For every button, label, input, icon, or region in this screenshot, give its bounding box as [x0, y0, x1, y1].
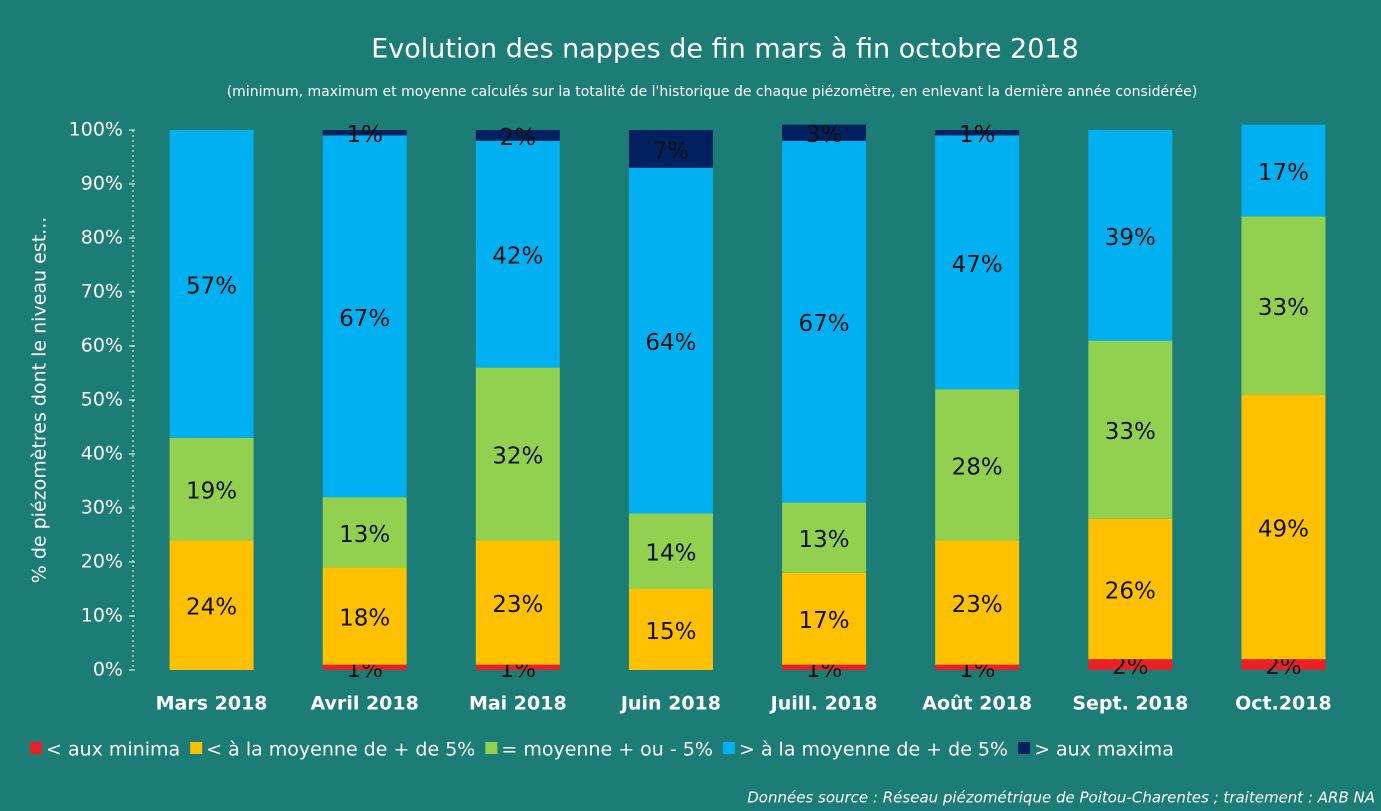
data-label: 42%: [492, 244, 543, 270]
data-label: 13%: [339, 522, 390, 548]
y-tick-label: 60%: [81, 335, 123, 357]
x-tick-label: Août 2018: [922, 693, 1032, 715]
x-tick-label: Juin 2018: [619, 693, 721, 715]
bar-segment: [935, 130, 1020, 136]
bar-segment: [935, 389, 1020, 541]
y-tick-label: 100%: [69, 119, 123, 141]
y-tick-label: 30%: [81, 497, 123, 519]
data-label: 32%: [492, 444, 543, 470]
bar-segment: [935, 664, 1020, 670]
bar-segment: [935, 540, 1020, 665]
bar-segment: [1241, 394, 1326, 660]
legend-swatch: [190, 742, 203, 754]
bar-segment: [1088, 659, 1173, 670]
bar-segment: [322, 567, 407, 665]
bar-segment: [628, 589, 713, 670]
y-tick-label: 90%: [81, 173, 123, 195]
data-label: 26%: [1105, 579, 1156, 605]
legend-swatch: [1018, 742, 1031, 754]
data-label: 23%: [952, 592, 1003, 618]
legend-swatch: [722, 742, 735, 754]
data-label: 67%: [339, 306, 390, 332]
data-label: 2%: [500, 125, 537, 151]
bar-segment: [169, 437, 254, 541]
legend-label: < à la moyenne de + de 5%: [206, 739, 475, 761]
bar-segment: [475, 367, 560, 541]
data-label: 47%: [952, 252, 1003, 278]
bar-segment: [169, 130, 254, 438]
bar-segment: [935, 135, 1020, 390]
x-tick-label: Juill. 2018: [769, 693, 878, 715]
x-tick-label: Mars 2018: [156, 693, 268, 715]
bar-segment: [475, 664, 560, 670]
data-label: 14%: [645, 541, 696, 567]
bar-segment: [169, 540, 254, 670]
y-axis-label: % de piézomètres dont le niveau est...: [29, 217, 51, 584]
chart-subtitle: (minimum, maximum et moyenne calculés su…: [227, 84, 1198, 100]
y-tick-label: 80%: [81, 227, 123, 249]
data-label: 23%: [492, 592, 543, 618]
data-label: 18%: [339, 606, 390, 632]
data-label: 39%: [1105, 225, 1156, 251]
y-tick-label: 70%: [81, 281, 123, 303]
x-tick-label: Avril 2018: [311, 693, 419, 715]
bar-segment: [782, 502, 867, 573]
chart-title: Evolution des nappes de fin mars à fin o…: [371, 34, 1079, 65]
bar-segment: [475, 140, 560, 368]
data-label: 15%: [645, 619, 696, 645]
data-label: 7%: [653, 138, 690, 164]
bar-segment: [628, 130, 713, 168]
bar-segment: [628, 167, 713, 514]
data-label: 1%: [346, 122, 383, 148]
bar-segment: [475, 540, 560, 665]
data-label: 17%: [799, 608, 850, 634]
bar-segment: [322, 130, 407, 136]
data-label: 33%: [1258, 295, 1309, 321]
bar-segment: [322, 135, 407, 498]
data-label: 33%: [1105, 419, 1156, 445]
y-tick-label: 40%: [81, 443, 123, 465]
data-label: 1%: [959, 122, 996, 148]
data-label: 13%: [799, 527, 850, 553]
x-tick-label: Mai 2018: [469, 693, 567, 715]
y-tick-label: 20%: [81, 551, 123, 573]
bar-segment: [322, 664, 407, 670]
bar-segment: [782, 572, 867, 665]
legend-label: > aux maxima: [1034, 739, 1174, 761]
bar-segment: [782, 140, 867, 503]
legend-label: = moyenne + ou - 5%: [501, 739, 713, 761]
data-label: 64%: [645, 330, 696, 356]
y-tick-label: 0%: [93, 659, 123, 681]
x-tick-label: Sept. 2018: [1072, 693, 1188, 715]
legend-swatch: [485, 742, 498, 754]
legend-swatch: [30, 742, 42, 754]
data-label: 28%: [952, 454, 1003, 480]
data-label: 67%: [799, 311, 850, 337]
data-label: 57%: [186, 273, 237, 299]
data-label: 49%: [1258, 516, 1309, 542]
bar-segment: [475, 130, 560, 141]
bar-segment: [782, 664, 867, 670]
bar-segment: [782, 124, 867, 141]
y-tick-label: 10%: [81, 605, 123, 627]
data-label: 19%: [186, 479, 237, 505]
source-note: Données source : Réseau piézométrique de…: [747, 789, 1375, 807]
bar-segment: [1088, 130, 1173, 341]
data-label: 17%: [1258, 160, 1309, 186]
bar-segment: [1241, 216, 1326, 395]
legend-label: > à la moyenne de + de 5%: [739, 739, 1008, 761]
bar-segment: [1241, 659, 1326, 670]
bar-segment: [322, 497, 407, 568]
data-label: 3%: [806, 122, 843, 148]
legend-label: < aux minima: [46, 739, 180, 761]
x-tick-label: Oct.2018: [1235, 693, 1332, 715]
bar-segment: [1088, 340, 1173, 519]
bar-segment: [628, 513, 713, 589]
bar-segment: [1241, 124, 1326, 217]
y-tick-label: 50%: [81, 389, 123, 411]
bar-segment: [1088, 518, 1173, 660]
data-label: 24%: [186, 595, 237, 621]
